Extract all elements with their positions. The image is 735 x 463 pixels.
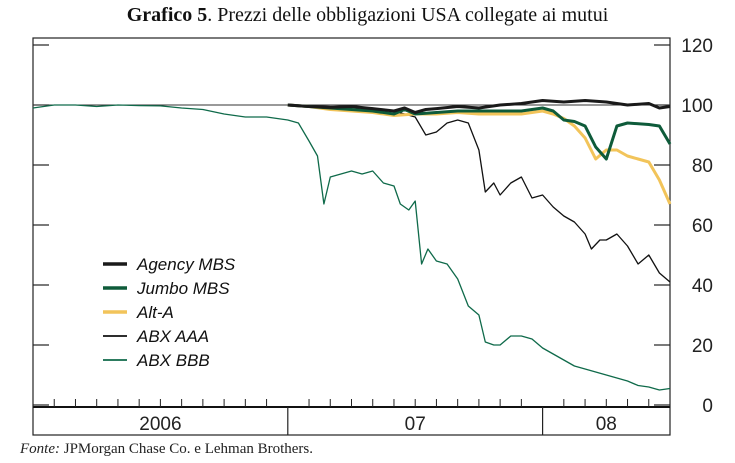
chart-title-number: Grafico 5	[126, 4, 208, 26]
series-line-agency-mbs	[287, 99, 671, 114]
y-tick-label: 80	[692, 156, 713, 177]
tick-group: 0 20 40 60 80 100 120 2006 07 08	[32, 36, 713, 435]
series-line-alt-a	[287, 103, 672, 205]
y-tick-label: 20	[692, 336, 713, 357]
series-line-abx-bbb	[32, 104, 671, 391]
legend-label-alt-a: Alt-A	[136, 303, 174, 322]
chart-title: Grafico 5. Prezzi delle obbligazioni USA…	[0, 4, 735, 27]
y-tick-label: 0	[702, 396, 713, 417]
legend-label-abx-aaa: ABX AAA	[136, 327, 209, 346]
legend-label-abx-bbb: ABX BBB	[136, 351, 210, 370]
y-tick-label: 120	[681, 36, 713, 57]
x-category-label: 07	[405, 414, 426, 435]
source-note: Fonte: JPMorgan Chase Co. e Lehman Broth…	[20, 441, 313, 458]
y-tick-label: 60	[692, 216, 713, 237]
x-category-label: 08	[596, 414, 617, 435]
legend: Agency MBS Jumbo MBS Alt-A ABX AAA ABX BBB	[103, 255, 236, 370]
chart-title-text: . Prezzi delle obbligazioni USA collegat…	[207, 4, 609, 26]
legend-label-agency-mbs: Agency MBS	[136, 255, 236, 274]
source-text: JPMorgan Chase Co. e Lehman Brothers.	[59, 441, 314, 457]
y-tick-label: 100	[681, 96, 713, 117]
y-tick-label: 40	[692, 276, 713, 297]
series-line-abx-aaa	[287, 104, 671, 283]
series-line-jumbo-mbs	[287, 103, 672, 161]
plot-frame	[32, 37, 671, 436]
legend-label-jumbo-mbs: Jumbo MBS	[136, 279, 230, 298]
x-category-label: 2006	[139, 414, 181, 435]
series-lines	[32, 99, 672, 391]
plot-border	[32, 37, 671, 436]
source-label: Fonte:	[20, 441, 60, 457]
